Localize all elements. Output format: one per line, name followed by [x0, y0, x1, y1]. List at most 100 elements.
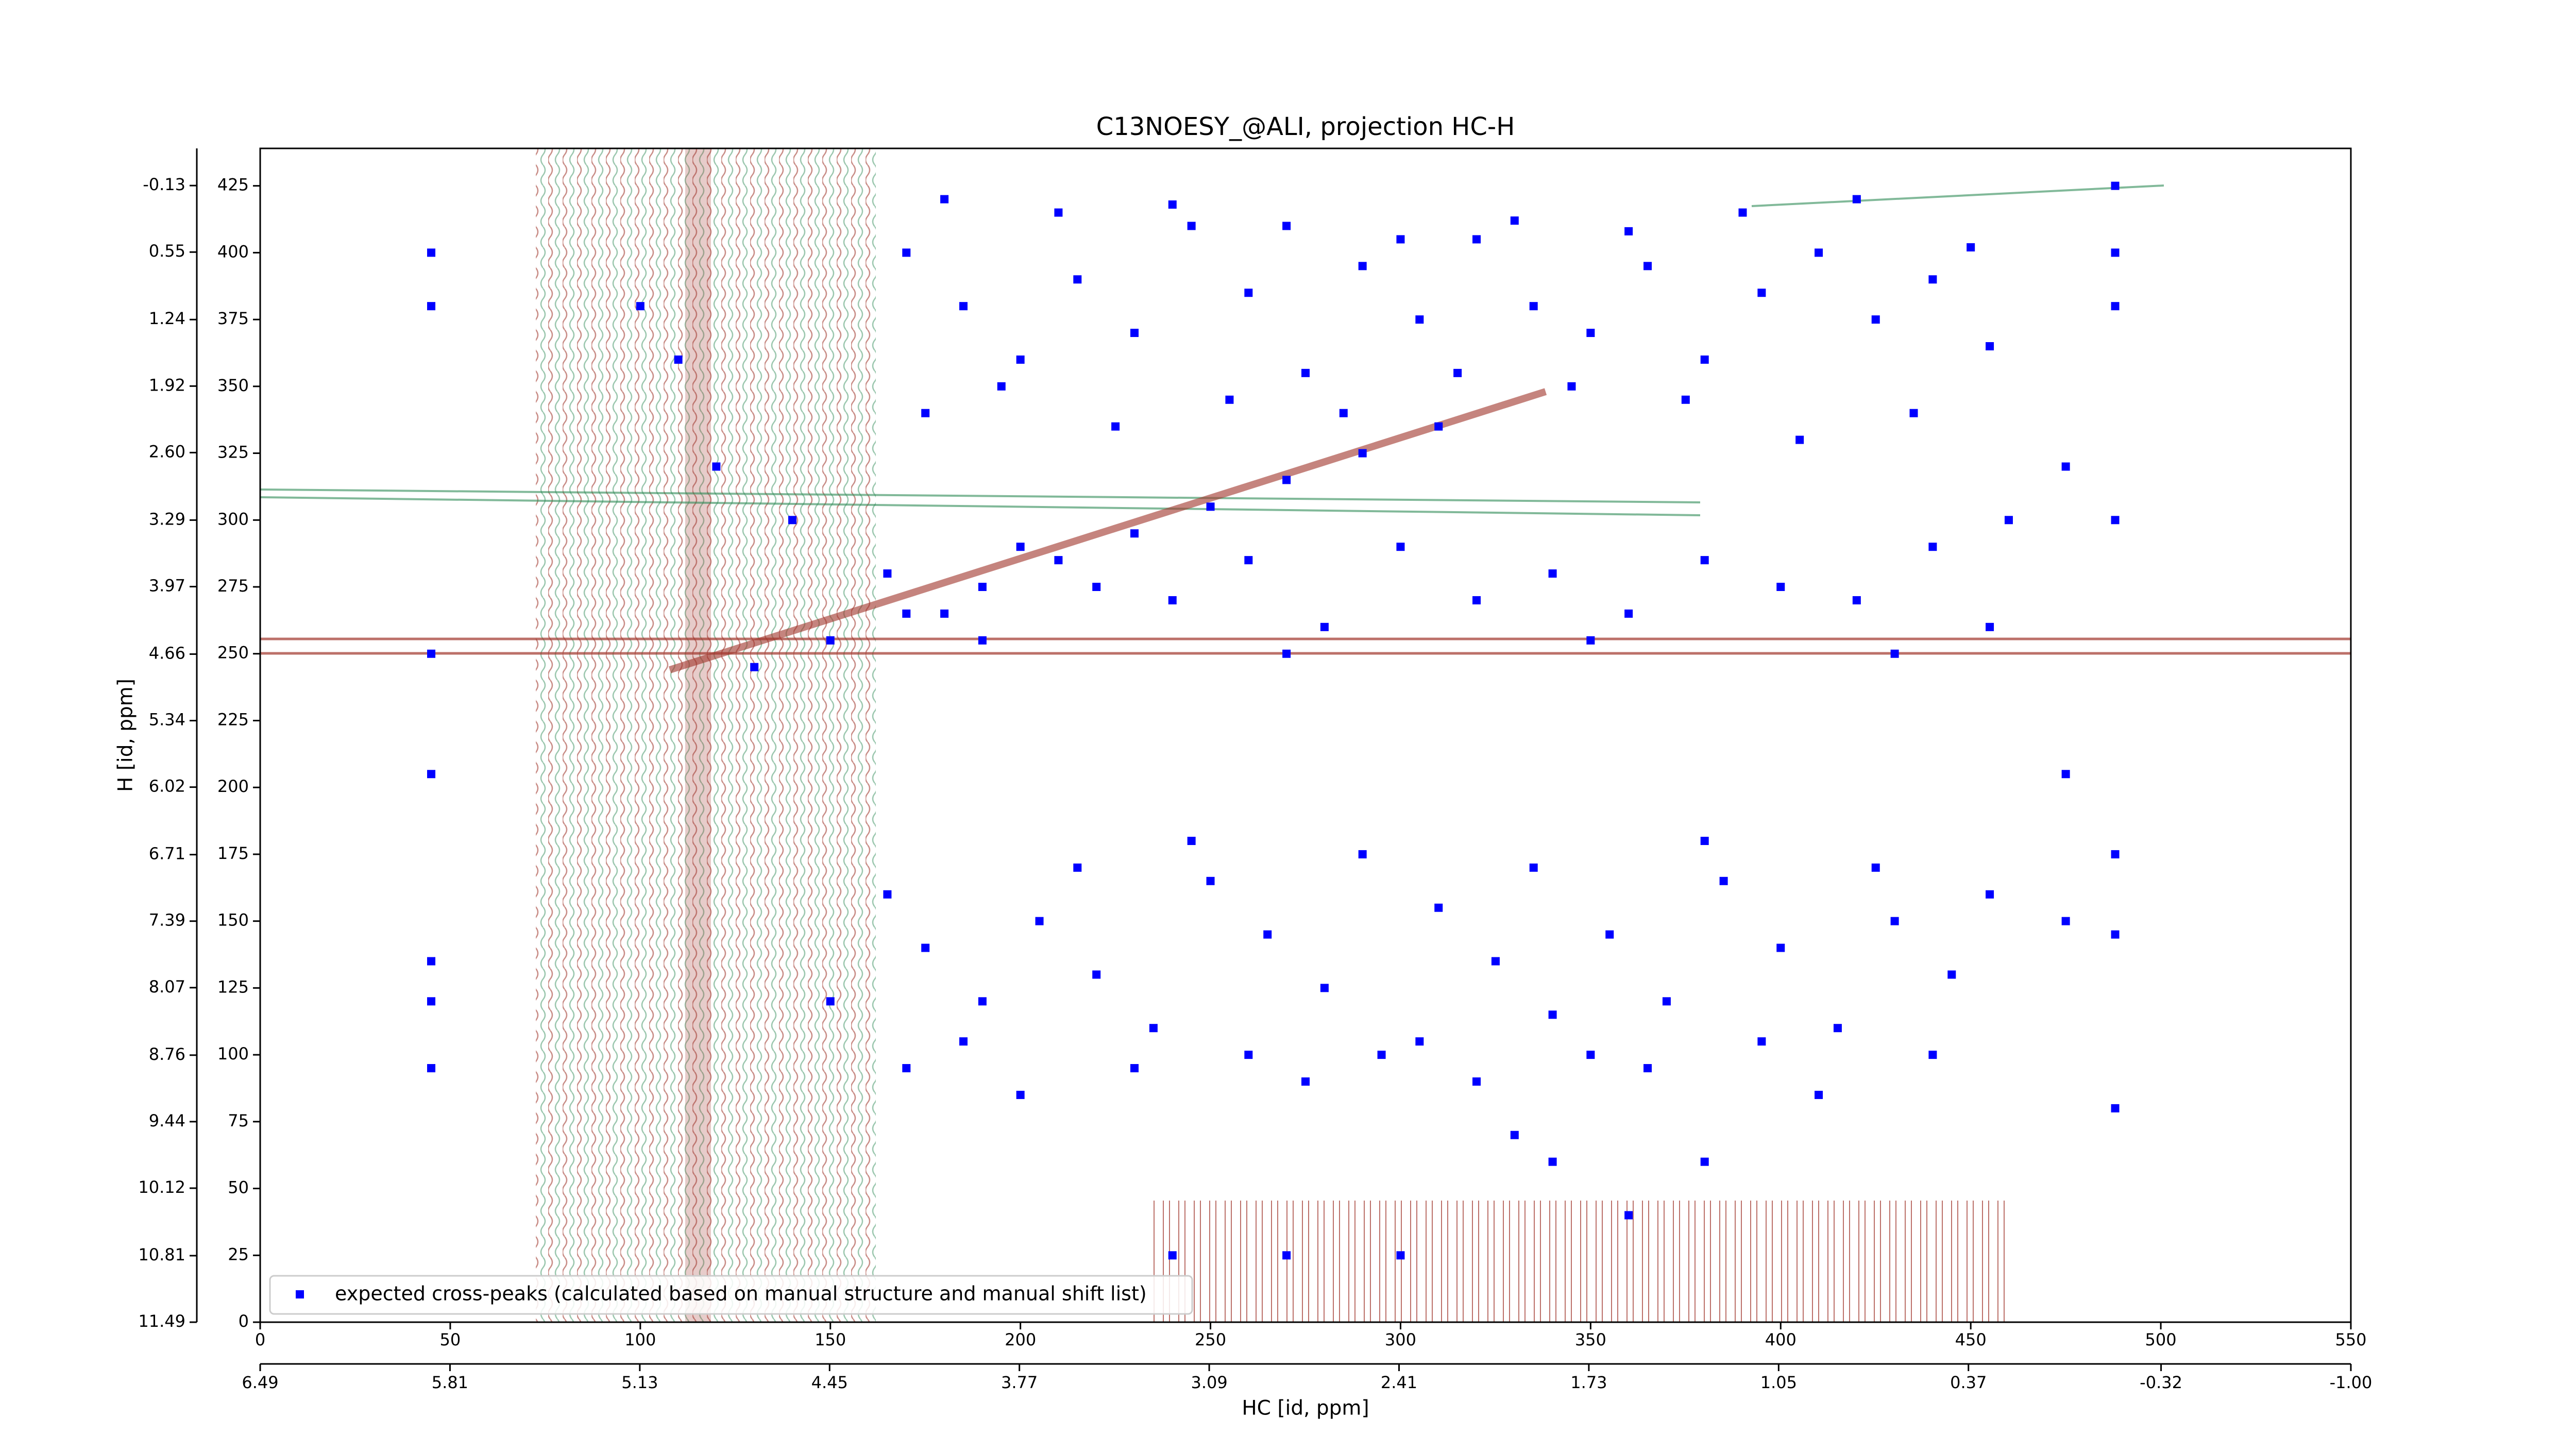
cross-peak-marker — [1986, 890, 1994, 899]
cross-peak-marker — [1909, 409, 1918, 417]
cross-peak-marker — [1073, 863, 1082, 872]
cross-peak-marker — [1054, 208, 1063, 217]
cross-peak-marker — [427, 248, 436, 257]
cross-peak-marker — [1472, 1077, 1481, 1086]
cross-peak-marker — [902, 248, 911, 257]
cross-peak-marker — [1244, 556, 1253, 565]
cross-peak-marker — [1700, 556, 1709, 565]
cross-peak-marker — [997, 382, 1006, 391]
cross-peak-marker — [712, 462, 721, 471]
y-tick-label: 0 — [239, 1311, 249, 1331]
x2-tick-label: 1.05 — [1760, 1373, 1797, 1392]
cross-peak-marker — [1815, 1090, 1823, 1099]
cross-peak-marker — [1206, 876, 1215, 885]
y-tick-label: 100 — [217, 1044, 249, 1064]
x2-tick-label: 4.45 — [811, 1373, 848, 1392]
cross-peak-marker — [1510, 1131, 1519, 1139]
cross-peak-marker — [1415, 315, 1424, 324]
x2-tick-label: 2.41 — [1381, 1373, 1417, 1392]
x-tick-label: 100 — [624, 1330, 656, 1349]
cross-peak-marker — [2061, 462, 2070, 471]
cross-peak-marker — [826, 997, 835, 1006]
cross-peak-marker — [1472, 235, 1481, 244]
x2-tick-label: 5.13 — [621, 1373, 658, 1392]
cross-peak-marker — [1700, 836, 1709, 845]
cross-peak-marker — [1377, 1051, 1386, 1059]
cross-peak-marker — [427, 1064, 436, 1073]
cross-peak-marker — [1206, 502, 1215, 511]
cross-peak-marker — [940, 609, 949, 618]
y2-tick-label: 0.55 — [149, 241, 185, 261]
cross-peak-marker — [1852, 195, 1861, 204]
y-tick-label: 150 — [217, 910, 249, 930]
cross-peak-marker — [1092, 970, 1101, 979]
cross-peak-marker — [1396, 1251, 1405, 1260]
cross-peak-marker — [1548, 1010, 1557, 1019]
cross-peak-marker — [1967, 243, 1975, 251]
y-tick-label: 200 — [217, 777, 249, 796]
cross-peak-marker — [1339, 409, 1348, 417]
cross-peak-marker — [1795, 435, 1804, 444]
cross-peak-marker — [1263, 930, 1272, 939]
cross-peak-marker — [1168, 1251, 1177, 1260]
y-tick-label: 50 — [228, 1178, 249, 1197]
cross-peak-marker — [1016, 355, 1025, 364]
x-tick-label: 0 — [255, 1330, 265, 1349]
cross-peak-marker — [1111, 422, 1120, 431]
cross-peak-marker — [2111, 930, 2120, 939]
y2-tick-label: 3.97 — [149, 576, 185, 595]
cross-peak-marker — [1358, 449, 1367, 458]
legend-label: expected cross-peaks (calculated based o… — [335, 1283, 1147, 1305]
cross-peak-marker — [1529, 863, 1538, 872]
cross-peak-marker — [1738, 208, 1747, 217]
cross-peak-marker — [1986, 622, 1994, 631]
y-tick-label: 275 — [217, 576, 249, 596]
cross-peak-marker — [1168, 596, 1177, 604]
cross-peak-marker — [1662, 997, 1671, 1006]
cross-peak-marker — [1130, 329, 1139, 338]
legend-marker — [296, 1290, 304, 1298]
cross-peak-marker — [1510, 216, 1519, 225]
y2-tick-label: 11.49 — [138, 1311, 185, 1331]
cross-peak-marker — [1092, 583, 1101, 592]
y2-tick-label: 1.92 — [149, 375, 185, 395]
cross-peak-marker — [921, 409, 930, 417]
x-tick-label: 450 — [1955, 1330, 1987, 1349]
x-tick-label: 500 — [2145, 1330, 2177, 1349]
cross-peak-marker — [1415, 1037, 1424, 1046]
cross-peak-marker — [1605, 930, 1614, 939]
cross-peak-marker — [427, 649, 436, 658]
cross-peak-marker — [2061, 770, 2070, 779]
y2-tick-label: 5.34 — [149, 710, 185, 730]
cross-peak-marker — [427, 302, 436, 311]
cross-peak-marker — [978, 583, 987, 592]
cross-peak-marker — [1149, 1024, 1158, 1033]
y-tick-label: 425 — [217, 175, 249, 195]
cross-peak-marker — [2111, 1104, 2120, 1112]
cross-peak-marker — [1928, 275, 1937, 284]
cross-peak-marker — [1244, 289, 1253, 297]
cross-peak-marker — [978, 997, 987, 1006]
y-tick-label: 325 — [217, 443, 249, 462]
cross-peak-marker — [1453, 368, 1462, 377]
cross-peak-marker — [1358, 850, 1367, 858]
y2-tick-label: 4.66 — [149, 643, 185, 663]
y2-tick-label: -0.13 — [143, 175, 185, 194]
cross-peak-marker — [1187, 836, 1196, 845]
x-tick-label: 50 — [440, 1330, 461, 1349]
cross-peak-marker — [1225, 395, 1234, 404]
cross-peak-marker — [2111, 302, 2120, 311]
cross-peak-marker — [1986, 342, 1994, 350]
y-tick-label: 175 — [217, 843, 249, 863]
cross-peak-marker — [1757, 289, 1766, 297]
x2-tick-label: 1.73 — [1570, 1373, 1607, 1392]
y2-tick-label: 10.12 — [138, 1177, 185, 1197]
cross-peak-marker — [636, 302, 645, 311]
y-tick-label: 400 — [217, 242, 249, 261]
cross-peak-marker — [2111, 516, 2120, 525]
y-tick-label: 25 — [228, 1244, 249, 1264]
y-tick-label: 125 — [217, 977, 249, 997]
cross-peak-marker — [959, 1037, 968, 1046]
cross-peak-marker — [1815, 248, 1823, 257]
